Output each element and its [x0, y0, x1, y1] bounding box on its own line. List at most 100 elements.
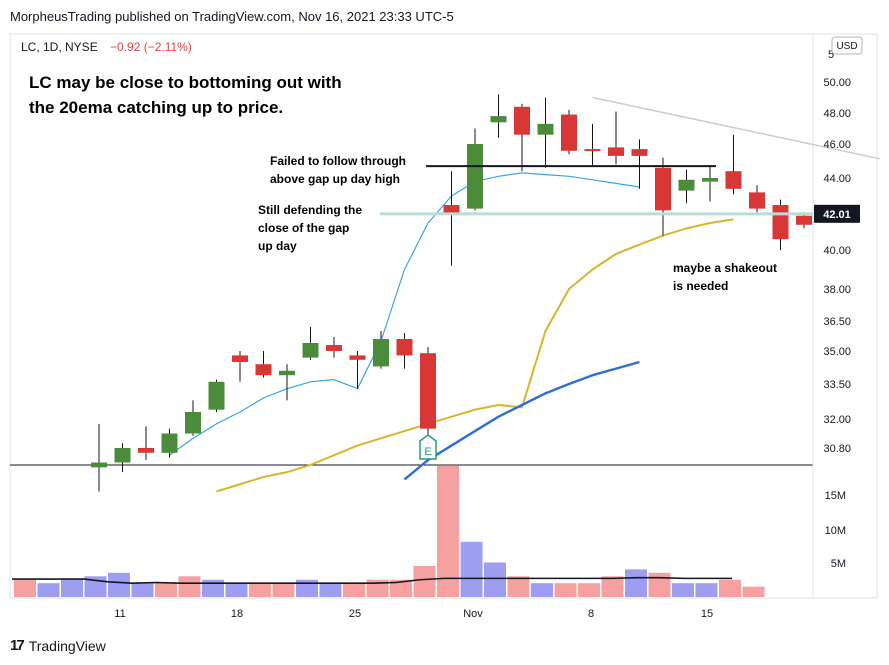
volume-bar: [531, 583, 553, 597]
volume-tick-label: 15M: [825, 490, 846, 502]
date-tick-label: 25: [349, 608, 361, 620]
candle-body: [725, 171, 742, 189]
volume-bar: [484, 562, 506, 597]
tv-logo-icon[interactable]: 17: [10, 637, 25, 654]
volume-bar: [319, 583, 342, 597]
symbol-label: LC, 1D, NYSE: [21, 40, 98, 54]
footer: 17 TradingView: [10, 637, 106, 654]
volume-tick-label: 5M: [831, 558, 846, 570]
candle-body: [326, 345, 342, 351]
candle-body: [114, 448, 131, 463]
volume-bar: [507, 576, 530, 597]
volume-bar: [131, 583, 154, 597]
volume-bar: [178, 576, 201, 597]
date-tick-label: 8: [588, 608, 594, 620]
volume-bar: [672, 583, 694, 597]
currency-box: [831, 36, 863, 55]
volume-bar: [249, 583, 271, 597]
volume-bar: [390, 579, 412, 597]
ema20-line: [216, 218, 734, 493]
annotation-main-line2: the 20ema catching up to price.: [29, 98, 284, 117]
price-tick-label: 48.00: [823, 108, 851, 120]
candle-body: [702, 178, 718, 182]
candle-body: [796, 215, 812, 225]
date-tick-label: 18: [231, 608, 243, 620]
volume-bar: [155, 583, 177, 597]
price-tick-label: 38.00: [823, 284, 851, 296]
volume-bar: [554, 583, 577, 597]
candle-body: [490, 116, 507, 123]
candle-body: [161, 433, 178, 453]
volume-bar: [578, 583, 600, 597]
volume-bar: [37, 583, 60, 597]
annotation-still-line1: Still defending the: [258, 203, 362, 217]
annotation-main-line1: LC may be close to bottoming out with: [29, 73, 342, 92]
currency-label: USD: [836, 41, 857, 52]
candle-body: [749, 192, 765, 209]
price-tick-label: 30.80: [823, 443, 851, 455]
ema-long-line: [403, 360, 640, 481]
candle-body: [91, 462, 107, 468]
candle-body: [608, 147, 624, 156]
price-tick-label: 46.00: [823, 139, 851, 151]
volume-bar: [719, 579, 741, 597]
candle-body: [467, 144, 483, 209]
annotation-failed-line2: above gap up day high: [270, 172, 401, 186]
candle-body: [655, 167, 671, 211]
volume-bar: [61, 579, 83, 597]
volume-bar: [108, 572, 130, 597]
price-tick-partial-label: 5: [828, 49, 834, 61]
price-tick-label: 40.00: [823, 245, 851, 257]
footer-brand[interactable]: TradingView: [28, 637, 106, 654]
price-tick-label: 35.00: [823, 346, 851, 358]
volume-bar: [272, 583, 295, 597]
annotation-failed-line1: Failed to follow through: [270, 154, 406, 168]
candle-body: [584, 149, 601, 152]
volume-bar: [695, 583, 718, 597]
candle-body: [373, 339, 389, 367]
price-tick-label: 33.50: [823, 379, 851, 391]
volume-bar: [225, 583, 248, 597]
volume-bar: [437, 465, 459, 597]
volume-bar: [625, 569, 647, 597]
candle-body: [138, 448, 154, 453]
annotation-still-line3: up day: [258, 239, 297, 253]
earnings-marker-label: E: [424, 446, 431, 458]
earnings-marker-icon: [419, 434, 437, 460]
volume-bar: [460, 541, 483, 597]
date-tick-label: Nov: [463, 608, 483, 620]
last-price-box: [814, 204, 860, 223]
candle-body: [561, 114, 577, 151]
price-tick-label: 36.50: [823, 316, 851, 328]
candle-body: [396, 339, 413, 356]
volume-bar: [413, 565, 436, 597]
volume-bar: [742, 586, 765, 597]
annotation-main: LC may be close to bottoming out with th…: [29, 70, 342, 120]
annotation-still-defending: Still defending the close of the gap up …: [258, 201, 362, 255]
volume-bar: [648, 572, 671, 597]
change-label: −0.92 (−2.11%): [110, 40, 192, 54]
annotation-shakeout-line1: maybe a shakeout: [673, 261, 778, 275]
volume-bar: [601, 576, 624, 597]
volume-bar: [296, 579, 318, 597]
volume-bar: [343, 583, 365, 597]
candle-body: [255, 364, 272, 376]
date-tick-label: 15: [701, 608, 713, 620]
candle-body: [232, 355, 248, 362]
volume-ma-line: [12, 576, 732, 585]
candle-body: [208, 381, 225, 410]
volume-bar: [202, 579, 224, 597]
annotation-still-line2: close of the gap: [258, 221, 350, 235]
candle-body: [514, 106, 530, 135]
volume-tick-label: 10M: [825, 525, 846, 537]
last-price-label: 42.01: [823, 209, 851, 221]
ema-short-line: [169, 172, 640, 456]
candle-body: [537, 123, 554, 135]
volume-bar: [14, 579, 36, 597]
candle-body: [185, 412, 201, 434]
price-tick-label: 44.00: [823, 173, 851, 185]
candle-body: [420, 353, 436, 429]
candle-body: [349, 355, 366, 360]
candle-body: [279, 370, 295, 376]
